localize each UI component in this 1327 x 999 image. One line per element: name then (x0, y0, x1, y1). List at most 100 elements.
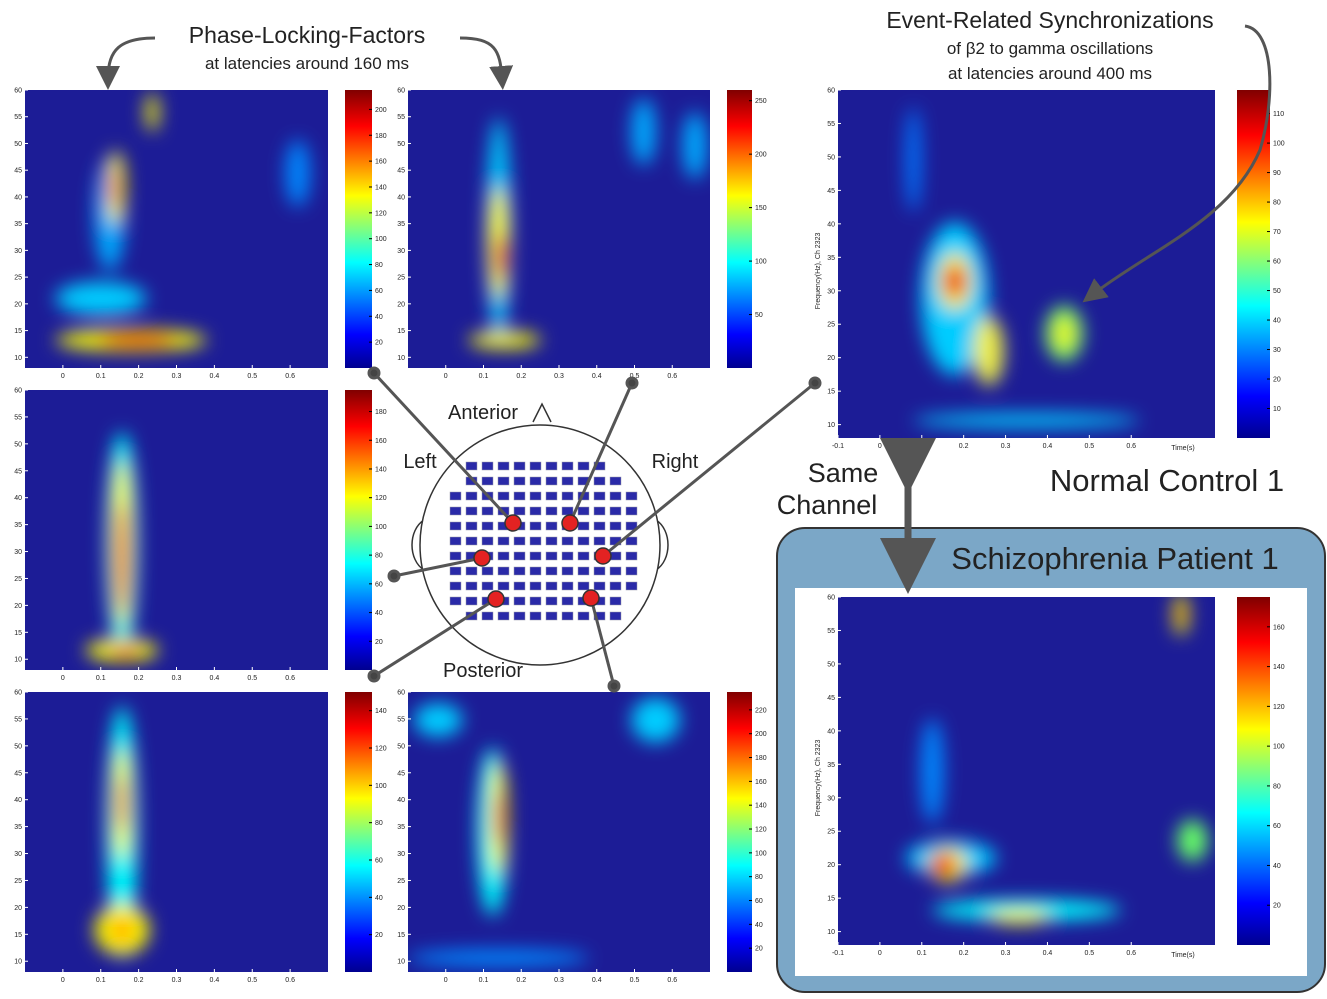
colorbar-tick-label: 50 (1273, 288, 1281, 295)
sensor (514, 597, 525, 605)
x-tick-label: 0 (61, 977, 65, 984)
y-tick-label: 15 (14, 328, 22, 335)
heatmap-bg (25, 390, 328, 670)
y-tick-label: 10 (827, 929, 835, 936)
plf-title: Phase-Locking-Factors (189, 22, 426, 48)
sensor (482, 537, 493, 545)
sensor (530, 582, 541, 590)
figure: 00.10.20.30.40.50.6101520253035404550556… (0, 0, 1327, 994)
y-tick-label: 50 (827, 661, 835, 668)
sensor (450, 552, 461, 560)
colorbar (345, 692, 372, 972)
y-tick-label: 40 (827, 728, 835, 735)
sensor (594, 507, 605, 515)
colorbar (1237, 597, 1270, 945)
sensor (498, 537, 509, 545)
sensor (562, 597, 573, 605)
heatmap (25, 692, 328, 972)
colorbar-tick-label: 20 (375, 932, 383, 939)
sensor (514, 462, 525, 470)
sensor (578, 552, 589, 560)
colorbar-tick-label: 180 (375, 133, 387, 140)
colorbar-tick-label: 160 (755, 779, 767, 786)
sensor (562, 612, 573, 620)
y-tick-label: 55 (827, 121, 835, 128)
colorbar-tick-label: 50 (755, 312, 763, 319)
blob (55, 282, 146, 315)
y-tick-label: 50 (14, 743, 22, 750)
colorbar-tick-label: 150 (755, 205, 767, 212)
y-tick-label: 20 (14, 301, 22, 308)
sensor (546, 582, 557, 590)
y-tick-label: 25 (14, 878, 22, 885)
colorbar-tick-label: 20 (375, 639, 383, 646)
sensor (530, 492, 541, 500)
x-tick-label: 0.5 (630, 977, 640, 984)
blob (468, 332, 540, 349)
sensor (546, 522, 557, 530)
y-axis-label: Frequency(Hz), Ch 2323 (815, 233, 822, 310)
x-tick-label: 0.5 (247, 977, 257, 984)
blob (631, 98, 655, 165)
sensor (530, 612, 541, 620)
same-channel: Same (808, 458, 879, 488)
sensor (578, 507, 589, 515)
y-tick-label: 15 (14, 630, 22, 637)
colorbar-tick-label: 180 (755, 755, 767, 762)
y-tick-label: 45 (397, 770, 405, 777)
sensor (610, 522, 621, 530)
sensor (610, 612, 621, 620)
x-tick-label: 0 (61, 675, 65, 682)
blob (98, 333, 177, 347)
blob (906, 107, 921, 211)
y-tick-label: 25 (827, 829, 835, 836)
colorbar-tick-label: 160 (1273, 624, 1285, 631)
sensor (562, 567, 573, 575)
y-tick-label: 60 (827, 88, 835, 95)
y-tick-label: 60 (397, 690, 405, 697)
x-tick-label: 0.4 (592, 373, 602, 380)
y-tick-label: 20 (827, 862, 835, 869)
y-tick-label: 60 (14, 690, 22, 697)
sensor (514, 537, 525, 545)
sensor (562, 537, 573, 545)
sensor (514, 612, 525, 620)
sensor (562, 507, 573, 515)
y-tick-label: 25 (397, 878, 405, 885)
y-tick-label: 35 (827, 762, 835, 769)
sensor (578, 522, 589, 530)
heatmap (408, 692, 710, 972)
y-tick-label: 10 (14, 959, 22, 966)
y-tick-label: 55 (397, 716, 405, 723)
sensor (546, 507, 557, 515)
y-tick-label: 20 (397, 905, 405, 912)
colorbar-tick-label: 100 (375, 783, 387, 790)
heatmap-panel: 00.10.20.30.40.50.6101520253035404550556… (14, 388, 387, 683)
x-tick-label: 0.6 (285, 675, 295, 682)
sensor (498, 477, 509, 485)
x-tick-label: 0 (61, 373, 65, 380)
y-tick-label: 15 (827, 389, 835, 396)
x-tick-label: 0.4 (210, 675, 220, 682)
y-tick-label: 45 (14, 468, 22, 475)
sensor (546, 612, 557, 620)
sensor (578, 582, 589, 590)
blob (414, 703, 462, 737)
y-tick-label: 35 (14, 522, 22, 529)
y-tick-label: 10 (397, 355, 405, 362)
y-tick-label: 15 (397, 932, 405, 939)
y-tick-label: 25 (14, 576, 22, 583)
sensor (498, 567, 509, 575)
x-tick-label: 0.6 (285, 373, 295, 380)
x-tick-label: 0.3 (172, 373, 182, 380)
heatmap-panel: -0.100.10.20.30.40.50.610152025303540455… (815, 594, 1285, 959)
colorbar-tick-label: 90 (1273, 170, 1281, 177)
y-tick-label: 50 (14, 441, 22, 448)
colorbar-tick-label: 200 (755, 152, 767, 159)
y-tick-label: 20 (14, 905, 22, 912)
y-tick-label: 40 (397, 194, 405, 201)
blob (494, 790, 503, 846)
colorbar-tick-label: 20 (755, 946, 763, 953)
heatmap (25, 390, 328, 670)
y-tick-label: 30 (827, 795, 835, 802)
